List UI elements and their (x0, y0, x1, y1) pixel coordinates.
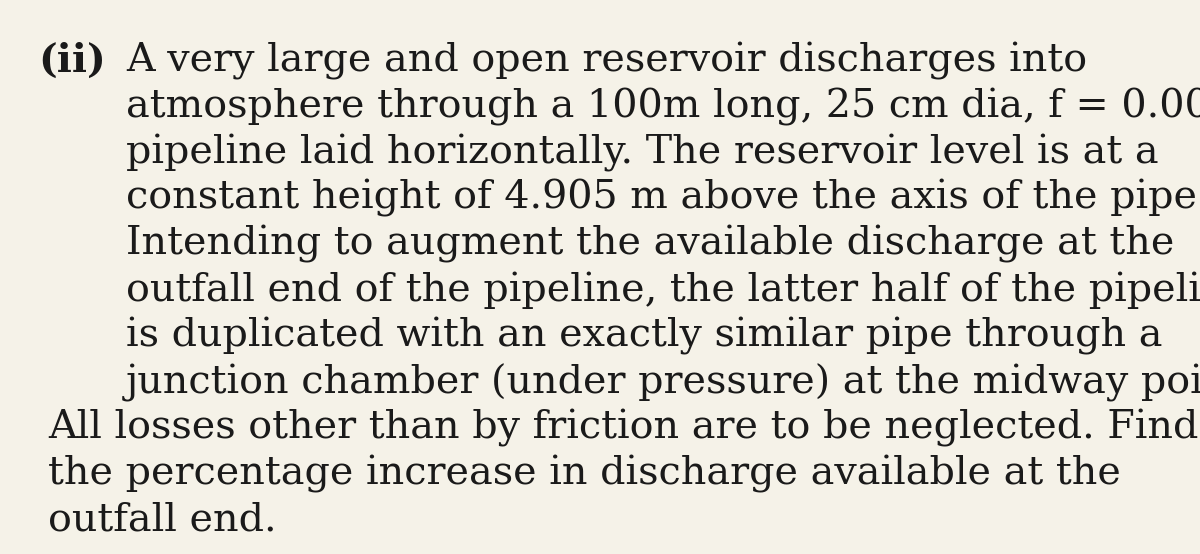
Text: constant height of 4.905 m above the axis of the pipe.: constant height of 4.905 m above the axi… (126, 179, 1200, 218)
Text: junction chamber (under pressure) at the midway point.: junction chamber (under pressure) at the… (126, 363, 1200, 402)
Text: is duplicated with an exactly similar pipe through a: is duplicated with an exactly similar pi… (126, 317, 1163, 356)
Text: Intending to augment the available discharge at the: Intending to augment the available disch… (126, 225, 1175, 264)
Text: outfall end.: outfall end. (48, 501, 277, 538)
Text: atmosphere through a 100m long, 25 cm dia, f = 0.005,: atmosphere through a 100m long, 25 cm di… (126, 88, 1200, 126)
Text: pipeline laid horizontally. The reservoir level is at a: pipeline laid horizontally. The reservoi… (126, 134, 1159, 172)
Text: A very large and open reservoir discharges into: A very large and open reservoir discharg… (126, 42, 1087, 80)
Text: the percentage increase in discharge available at the: the percentage increase in discharge ava… (48, 455, 1121, 494)
Text: All losses other than by friction are to be neglected. Find: All losses other than by friction are to… (48, 409, 1199, 448)
Text: (ii): (ii) (38, 42, 106, 80)
Text: outfall end of the pipeline, the latter half of the pipeline: outfall end of the pipeline, the latter … (126, 271, 1200, 309)
